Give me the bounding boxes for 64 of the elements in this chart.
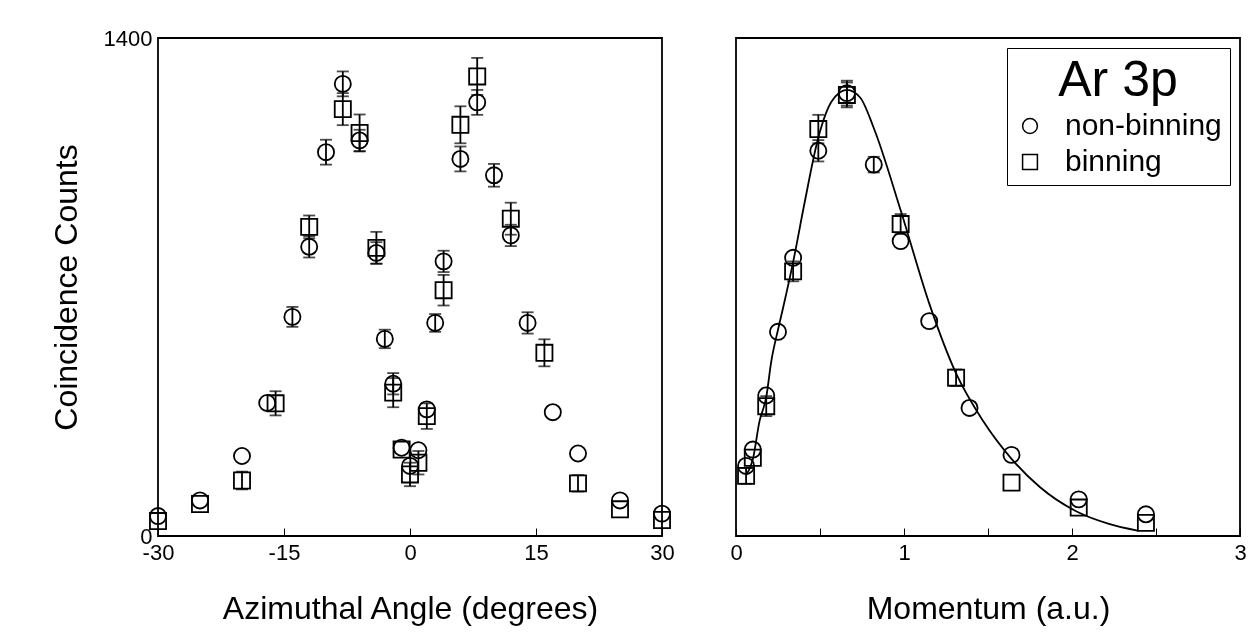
point [300,217,319,236]
y-tick-label: 1400 [103,25,153,51]
point [743,440,762,459]
point [784,248,803,267]
point [653,504,671,523]
point [266,394,285,413]
point [401,465,419,484]
point [1069,490,1088,509]
point [960,399,979,417]
point [1002,473,1021,492]
point [653,511,671,529]
point [417,400,436,419]
point [543,403,562,422]
point [434,281,453,300]
x-tick-label: 1 [898,539,911,565]
point [350,124,369,142]
y-axis-title: Coincidence Counts [47,144,84,431]
x-tick-label: 0 [404,539,417,565]
x-axis-title: Momentum (a.u.) [866,589,1111,626]
point [384,383,403,402]
point [743,448,762,467]
point [317,143,335,162]
point [769,322,787,341]
point [1069,498,1088,517]
point [569,444,587,463]
point [920,312,939,331]
point [417,407,436,426]
point [535,343,554,362]
x-tick-label: 3 [1234,539,1247,565]
point [1136,513,1155,532]
legend-label: binning [1065,144,1162,177]
point [1002,445,1021,464]
point [451,115,470,134]
x-tick-label: -15 [268,539,301,565]
point [737,456,756,475]
point [367,238,386,257]
point [468,93,487,112]
point [409,441,428,460]
point [891,232,910,251]
point [501,209,520,228]
point [809,120,828,139]
point [149,512,167,531]
point [401,456,419,475]
point [233,447,251,465]
point [409,453,428,472]
x-tick-label: 30 [650,539,675,565]
point [757,386,776,405]
point [149,507,167,526]
point [468,67,487,86]
legend-label: non-binning [1065,108,1222,141]
point [333,74,352,93]
point [191,495,209,513]
point [191,491,209,510]
point [611,500,629,519]
x-tick-label: 0 [730,539,743,565]
point [258,394,277,412]
x-tick-label: 2 [1066,539,1079,565]
point [611,491,629,510]
x-axis-title: Azimuthal Angle (degrees) [222,589,599,626]
legend-title: Ar 3p [1058,51,1178,107]
point [1136,505,1155,524]
point [451,150,470,168]
point [333,100,352,119]
x-tick-label: 15 [524,539,549,565]
